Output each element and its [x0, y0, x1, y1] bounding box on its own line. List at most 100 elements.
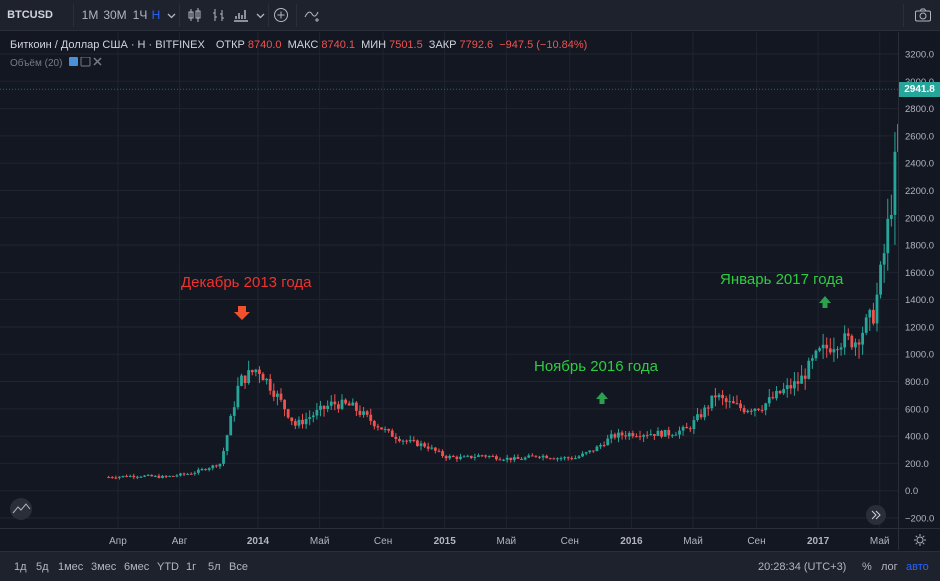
- range-3m[interactable]: 3мес: [91, 561, 117, 573]
- drawing-tools-button[interactable]: [300, 0, 326, 31]
- candle-body: [139, 476, 143, 478]
- candle-body: [293, 421, 297, 426]
- candle-body: [638, 436, 642, 438]
- time-tick-label: Май: [310, 536, 330, 547]
- close-icon[interactable]: [93, 57, 102, 66]
- candle-body: [789, 385, 793, 389]
- candle-body: [236, 385, 240, 408]
- candle-body: [889, 214, 893, 219]
- candle-body: [466, 455, 470, 457]
- candle-body: [315, 409, 319, 416]
- candle-body: [354, 402, 358, 411]
- price-tick-label: 1200.0: [905, 322, 934, 333]
- interval-1m[interactable]: 1M: [81, 8, 99, 22]
- range-5d[interactable]: 5д: [36, 561, 49, 573]
- candle-body: [642, 435, 646, 437]
- symbol-title[interactable]: Биткоин / Доллар США · Н · BITFINEX: [10, 39, 205, 51]
- chart-pane[interactable]: [0, 32, 904, 528]
- interval-week[interactable]: Н: [151, 8, 161, 22]
- candle-body: [426, 446, 430, 449]
- candle-body: [854, 342, 857, 348]
- price-tick-label: 1400.0: [905, 295, 934, 306]
- candle-body: [333, 401, 337, 405]
- range-1y[interactable]: 1г: [186, 561, 197, 573]
- candle-body: [416, 440, 419, 447]
- interval-dropdown[interactable]: [164, 0, 178, 31]
- range-all[interactable]: Все: [229, 561, 248, 573]
- price-tick-label: 2600.0: [905, 131, 934, 142]
- candle-body: [207, 468, 211, 470]
- candle-body: [699, 414, 703, 418]
- candle-body: [146, 474, 150, 476]
- price-tick-label: 2800.0: [905, 104, 934, 115]
- candle-body: [304, 418, 308, 425]
- range-1d[interactable]: 1д: [14, 561, 27, 573]
- bar-style-button[interactable]: [208, 0, 230, 31]
- time-tick-label: Авг: [172, 536, 188, 547]
- candle-body: [609, 434, 613, 439]
- candle-body: [767, 397, 771, 404]
- price-axis[interactable]: 3200.03000.02800.02600.02400.02200.02000…: [898, 32, 940, 528]
- clock-timezone[interactable]: 20:28:34 (UTC+3): [758, 561, 847, 573]
- range-6m[interactable]: 6мес: [124, 561, 150, 573]
- candle-body: [678, 430, 681, 435]
- axis-settings-button[interactable]: [898, 528, 940, 550]
- range-1m[interactable]: 1мес: [58, 561, 84, 573]
- candle-body: [329, 401, 333, 406]
- candle-body: [161, 475, 164, 478]
- candle-body: [419, 443, 423, 447]
- candle-body: [807, 360, 811, 379]
- snapshot-button[interactable]: [910, 0, 936, 31]
- indicators-button[interactable]: [230, 0, 252, 31]
- candle-body: [107, 477, 111, 479]
- candle-body: [347, 403, 351, 406]
- candle-body: [771, 397, 775, 399]
- candle-body: [785, 385, 789, 390]
- candle-body: [674, 434, 678, 436]
- candle-body: [204, 469, 207, 471]
- candle-body: [656, 430, 660, 436]
- toolbar-divider: [268, 4, 269, 27]
- range-ytd[interactable]: YTD: [157, 561, 179, 573]
- percent-toggle[interactable]: %: [862, 561, 872, 573]
- candle-body: [319, 405, 322, 410]
- candle-body: [667, 429, 671, 436]
- candle-body: [778, 390, 782, 394]
- candle-body: [703, 407, 707, 418]
- price-chart[interactable]: [0, 32, 904, 528]
- chart-type-dropdown[interactable]: [254, 0, 266, 31]
- candle-body: [308, 417, 312, 419]
- candle-body: [818, 348, 821, 351]
- candle-body: [182, 473, 186, 475]
- candle-body: [879, 264, 882, 295]
- candle-body: [462, 456, 466, 458]
- candle-body: [405, 440, 409, 442]
- candle-body: [502, 459, 505, 461]
- candle-body: [337, 404, 340, 409]
- interval-30m[interactable]: 30M: [103, 8, 127, 22]
- volume-legend[interactable]: Объём (20): [10, 56, 103, 69]
- candle-body: [340, 399, 344, 409]
- settings-icon[interactable]: [80, 56, 91, 67]
- eye-icon[interactable]: [69, 57, 79, 66]
- interval-1h[interactable]: 1Ч: [132, 8, 148, 22]
- price-axis-labels: 3200.03000.02800.02600.02400.02200.02000…: [905, 50, 934, 525]
- candle-body: [512, 457, 516, 460]
- candle-body: [624, 435, 628, 437]
- candle-body: [487, 455, 491, 457]
- candle-body: [692, 420, 696, 430]
- candle-style-button[interactable]: [184, 0, 206, 31]
- candle-body: [150, 474, 154, 477]
- time-axis[interactable]: Апр Авг 2014 Май Сен 2015 Май Сен 2016 Май Сен 2017…: [0, 528, 898, 550]
- symbol-search[interactable]: BTCUSD: [7, 9, 53, 21]
- candle-body: [394, 436, 398, 439]
- candle-body: [645, 435, 649, 437]
- range-5y[interactable]: 5л: [208, 561, 221, 573]
- scroll-to-start-button[interactable]: [10, 498, 32, 520]
- log-toggle[interactable]: лог: [881, 561, 898, 573]
- price-tick-label: −200.0: [905, 514, 934, 525]
- candle-body: [390, 430, 394, 437]
- auto-toggle[interactable]: авто: [906, 561, 929, 573]
- compare-button[interactable]: [270, 0, 292, 31]
- candle-body: [534, 455, 538, 457]
